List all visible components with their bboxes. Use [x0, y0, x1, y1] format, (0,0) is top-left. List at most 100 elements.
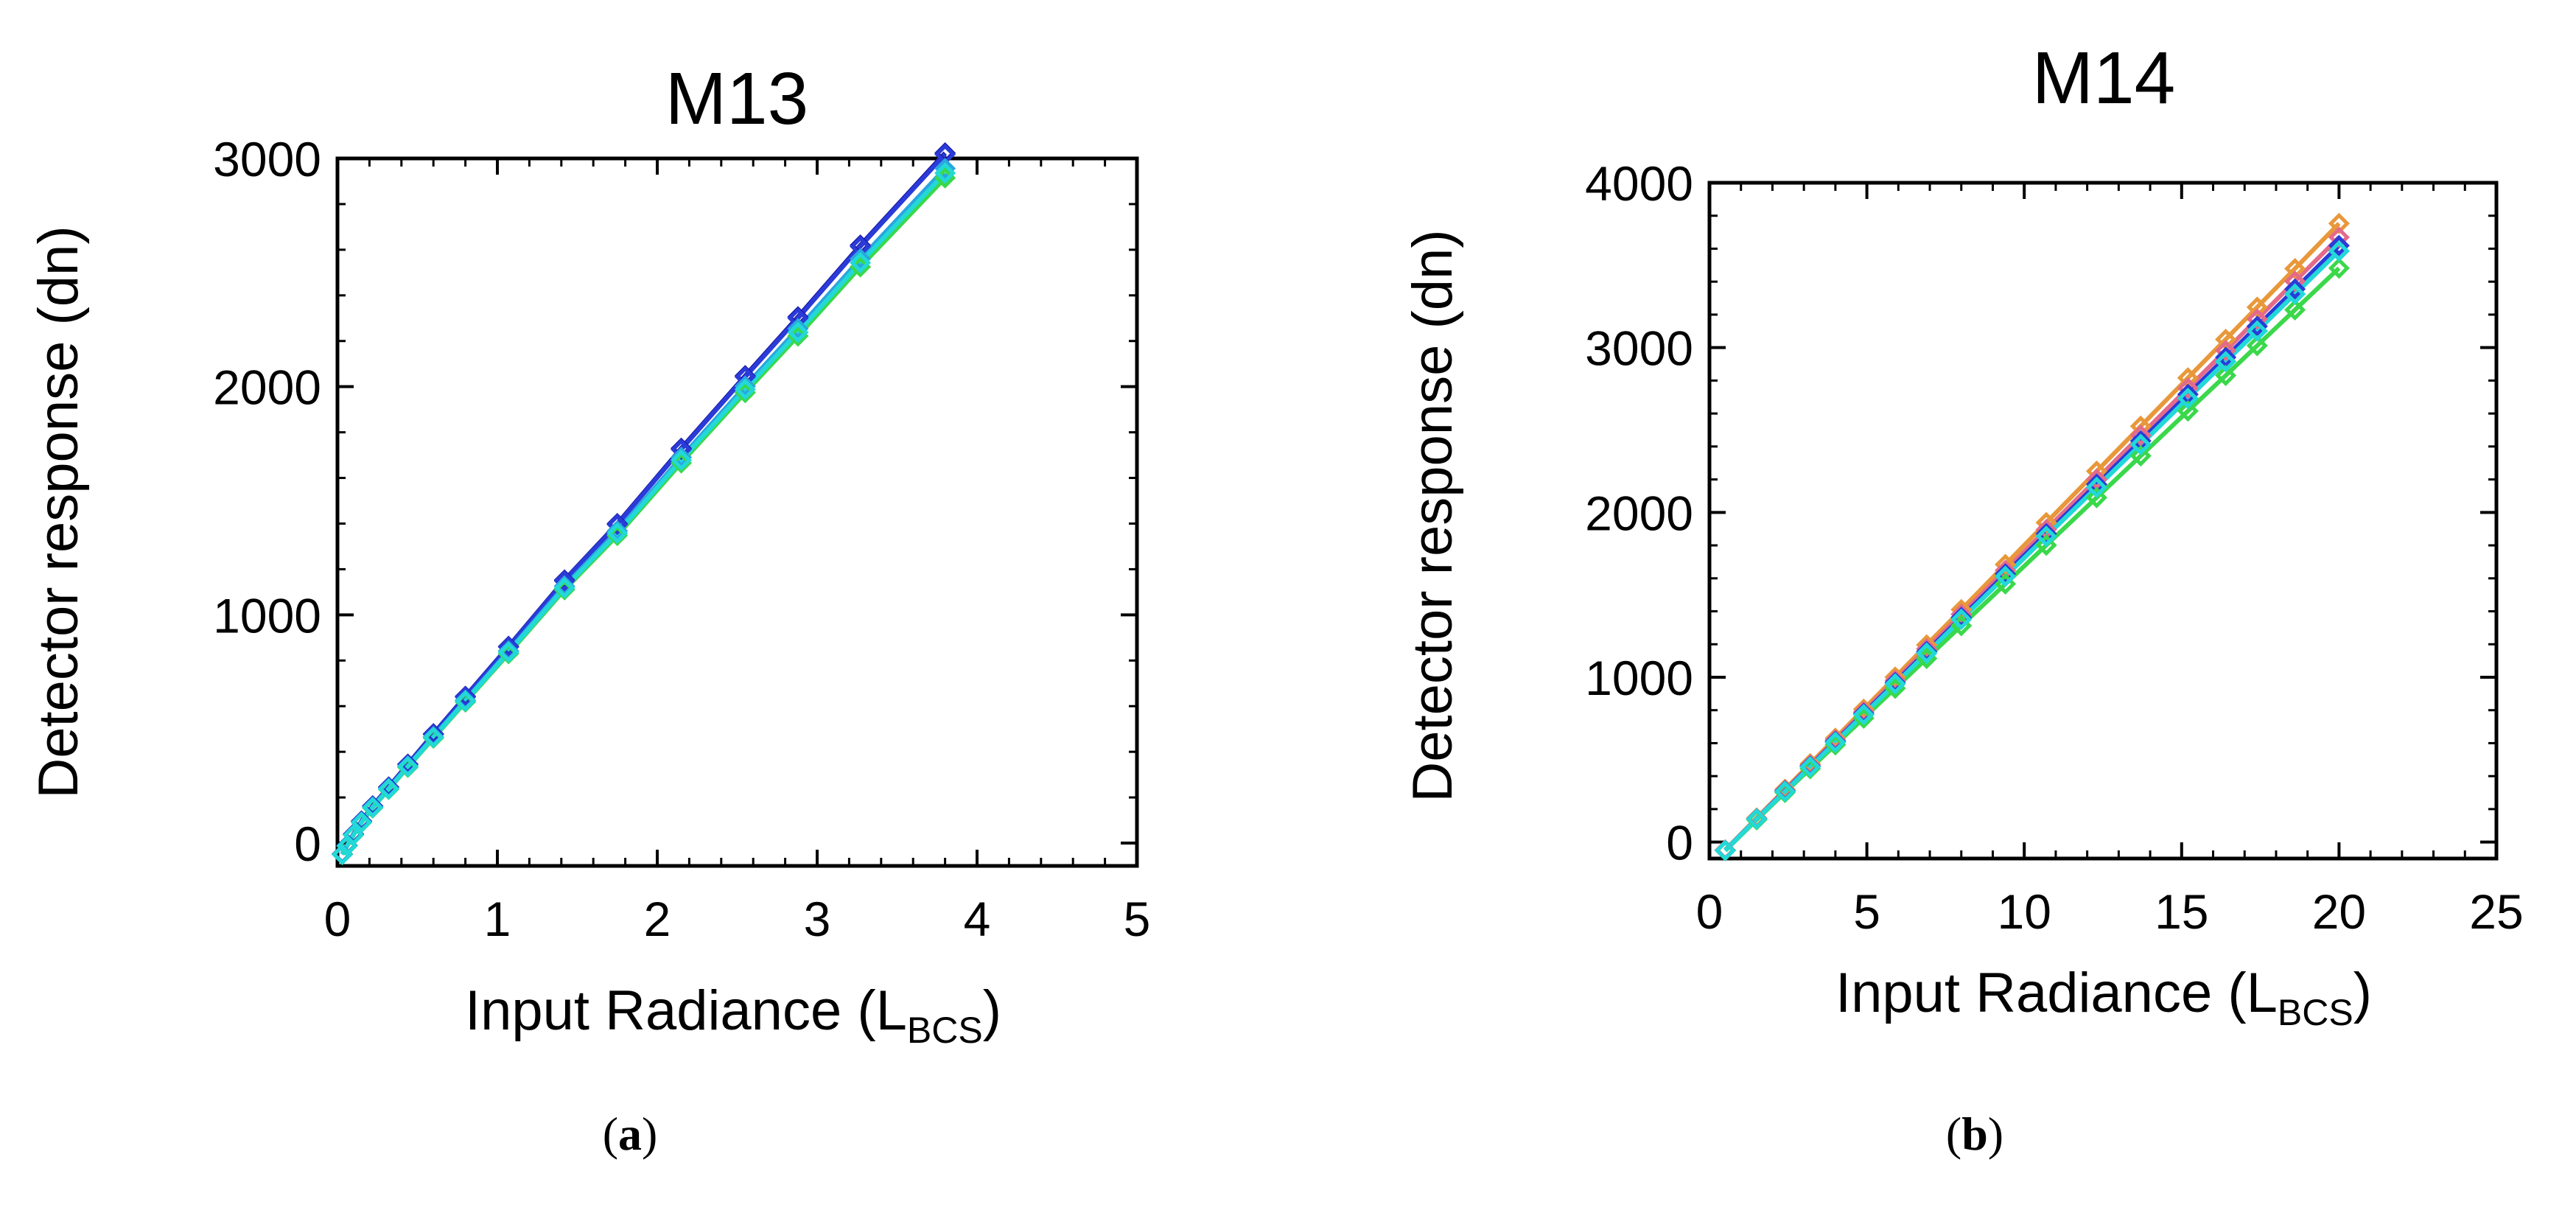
chart-title: M14	[2032, 37, 2176, 119]
data-point-detector-5	[362, 797, 384, 819]
caption-letter: a	[618, 1108, 642, 1160]
data-point-detector-5	[497, 641, 519, 663]
caption-close-paren: )	[642, 1108, 657, 1160]
data-point-detector-5	[553, 577, 575, 599]
y-tick-label: 4000	[1585, 156, 1693, 211]
y-tick-label: 1000	[1585, 651, 1693, 705]
data-point-detector-6	[1746, 808, 1768, 830]
data-point-detector-2	[2284, 270, 2306, 293]
data-point-detector-1	[1916, 634, 1938, 656]
data-point-detector-6	[1714, 839, 1736, 861]
x-tick-label: 0	[1696, 884, 1723, 939]
caption-open-paren: (	[603, 1108, 618, 1160]
data-point-detector-1	[1852, 698, 1875, 720]
x-tick-label: 5	[1124, 892, 1151, 946]
y-axis-label: Detector response (dn)	[27, 226, 90, 798]
x-tick-label: 4	[964, 892, 991, 946]
data-point-detector-3	[2284, 278, 2306, 300]
x-tick-label: 10	[1997, 884, 2051, 939]
data-point-detector-6	[2035, 525, 2057, 548]
x-tick-label: 20	[2312, 884, 2366, 939]
x-tick-label: 1	[484, 892, 511, 946]
data-point-detector-5	[396, 755, 419, 777]
x-axis-label-main: Input Radiance (L	[1835, 962, 2278, 1024]
data-point-detector-3	[850, 248, 872, 270]
data-point-detector-6	[1852, 704, 1875, 726]
data-point-detector-5	[2328, 257, 2350, 279]
panel-caption: (b)	[1946, 1108, 2003, 1160]
x-axis-label-close: )	[2353, 962, 2372, 1024]
plot-frame	[1707, 181, 2499, 861]
data-point-detector-6	[2284, 283, 2306, 305]
data-point-detector-6	[2085, 476, 2107, 498]
data-point-detector-5	[343, 824, 365, 846]
data-point-detector-6	[2328, 240, 2350, 262]
data-point-detector-5	[734, 378, 756, 400]
data-point-detector-3	[934, 158, 956, 180]
data-point-detector-6	[2215, 351, 2237, 373]
y-tick-label: 0	[294, 817, 321, 871]
data-point-detector-5	[2246, 335, 2268, 357]
data-point-detector-6	[1884, 673, 1906, 695]
x-axis-label-main: Input Radiance (L	[465, 979, 907, 1042]
data-point-detector-3	[2085, 473, 2107, 495]
caption-open-paren: (	[1946, 1108, 1961, 1160]
x-axis-label: Input Radiance (LBCS)	[1835, 962, 2372, 1033]
data-point-detector-4	[671, 452, 693, 474]
x-axis-label-subscript: BCS	[907, 1010, 983, 1051]
data-point-detector-5	[455, 690, 477, 712]
x-axis-label-subscript: BCS	[2278, 992, 2353, 1033]
data-point-detector-2	[606, 514, 629, 536]
data-point-detector-6	[1916, 642, 1938, 664]
data-point-detector-2	[2129, 424, 2152, 447]
panel-caption: (a)	[603, 1108, 658, 1160]
data-point-detector-6	[2177, 388, 2199, 410]
data-point-detector-6	[1824, 731, 1847, 753]
data-point-detector-6	[2246, 320, 2268, 342]
data-point-detector-5	[377, 778, 399, 800]
y-tick-label: 2000	[213, 360, 321, 415]
panel-a: M13 0 1 2 3 4 5 0 1000 2000 3000 Input Radiance (LB…	[27, 57, 1150, 1160]
data-point-detector-5	[2215, 364, 2237, 386]
x-tick-label: 15	[2155, 884, 2208, 939]
data-point-detector-3	[2246, 315, 2268, 338]
data-point-detector-1	[1884, 666, 1906, 688]
y-tick-label: 1000	[213, 588, 321, 643]
panel-b: M14 0 5 10 15 20 25 0 1000 2000 3000 4000 Input Radi…	[1401, 37, 2524, 1160]
data-point-detector-5	[2177, 400, 2199, 422]
data-point-detector-2	[497, 636, 519, 658]
data-point-detector-2	[671, 438, 693, 461]
y-axis-label: Detector response (dn)	[1401, 229, 1464, 802]
chart-title: M13	[665, 57, 809, 140]
x-tick-label: 2	[644, 892, 671, 946]
data-point-detector-6	[1995, 565, 2017, 587]
x-tick-label: 0	[324, 892, 351, 946]
data-point-detector-5	[351, 811, 373, 833]
data-point-detector-6	[1774, 780, 1796, 803]
data-point-detector-6	[1799, 756, 1821, 778]
y-tick-label: 3000	[1585, 321, 1693, 376]
y-tick-label: 0	[1666, 816, 1693, 870]
data-point-detector-5	[2035, 534, 2057, 556]
data-point-detector-2	[455, 686, 477, 708]
plot-frame	[335, 156, 1139, 868]
data-point-detector-2	[2246, 308, 2268, 330]
caption-close-paren: )	[1988, 1108, 2003, 1160]
data-point-detector-5	[850, 251, 872, 274]
data-point-detector-2	[2177, 377, 2199, 399]
data-point-detector-2	[553, 570, 575, 592]
data-point-detector-5	[606, 522, 629, 545]
data-point-detector-5	[2085, 486, 2107, 508]
data-point-detector-2	[1916, 637, 1938, 660]
data-point-detector-3	[2328, 234, 2350, 256]
data-point-detector-2	[1995, 559, 2017, 581]
x-tick-label: 5	[1853, 884, 1880, 939]
data-point-detector-2	[1950, 604, 1973, 626]
x-axis-label: Input Radiance (LBCS)	[465, 979, 1001, 1051]
y-tick-label: 2000	[1585, 486, 1693, 540]
data-point-detector-5	[671, 449, 693, 471]
data-point-detector-1	[1995, 553, 2017, 576]
x-tick-label: 3	[804, 892, 831, 946]
data-point-detector-1	[2284, 257, 2306, 280]
